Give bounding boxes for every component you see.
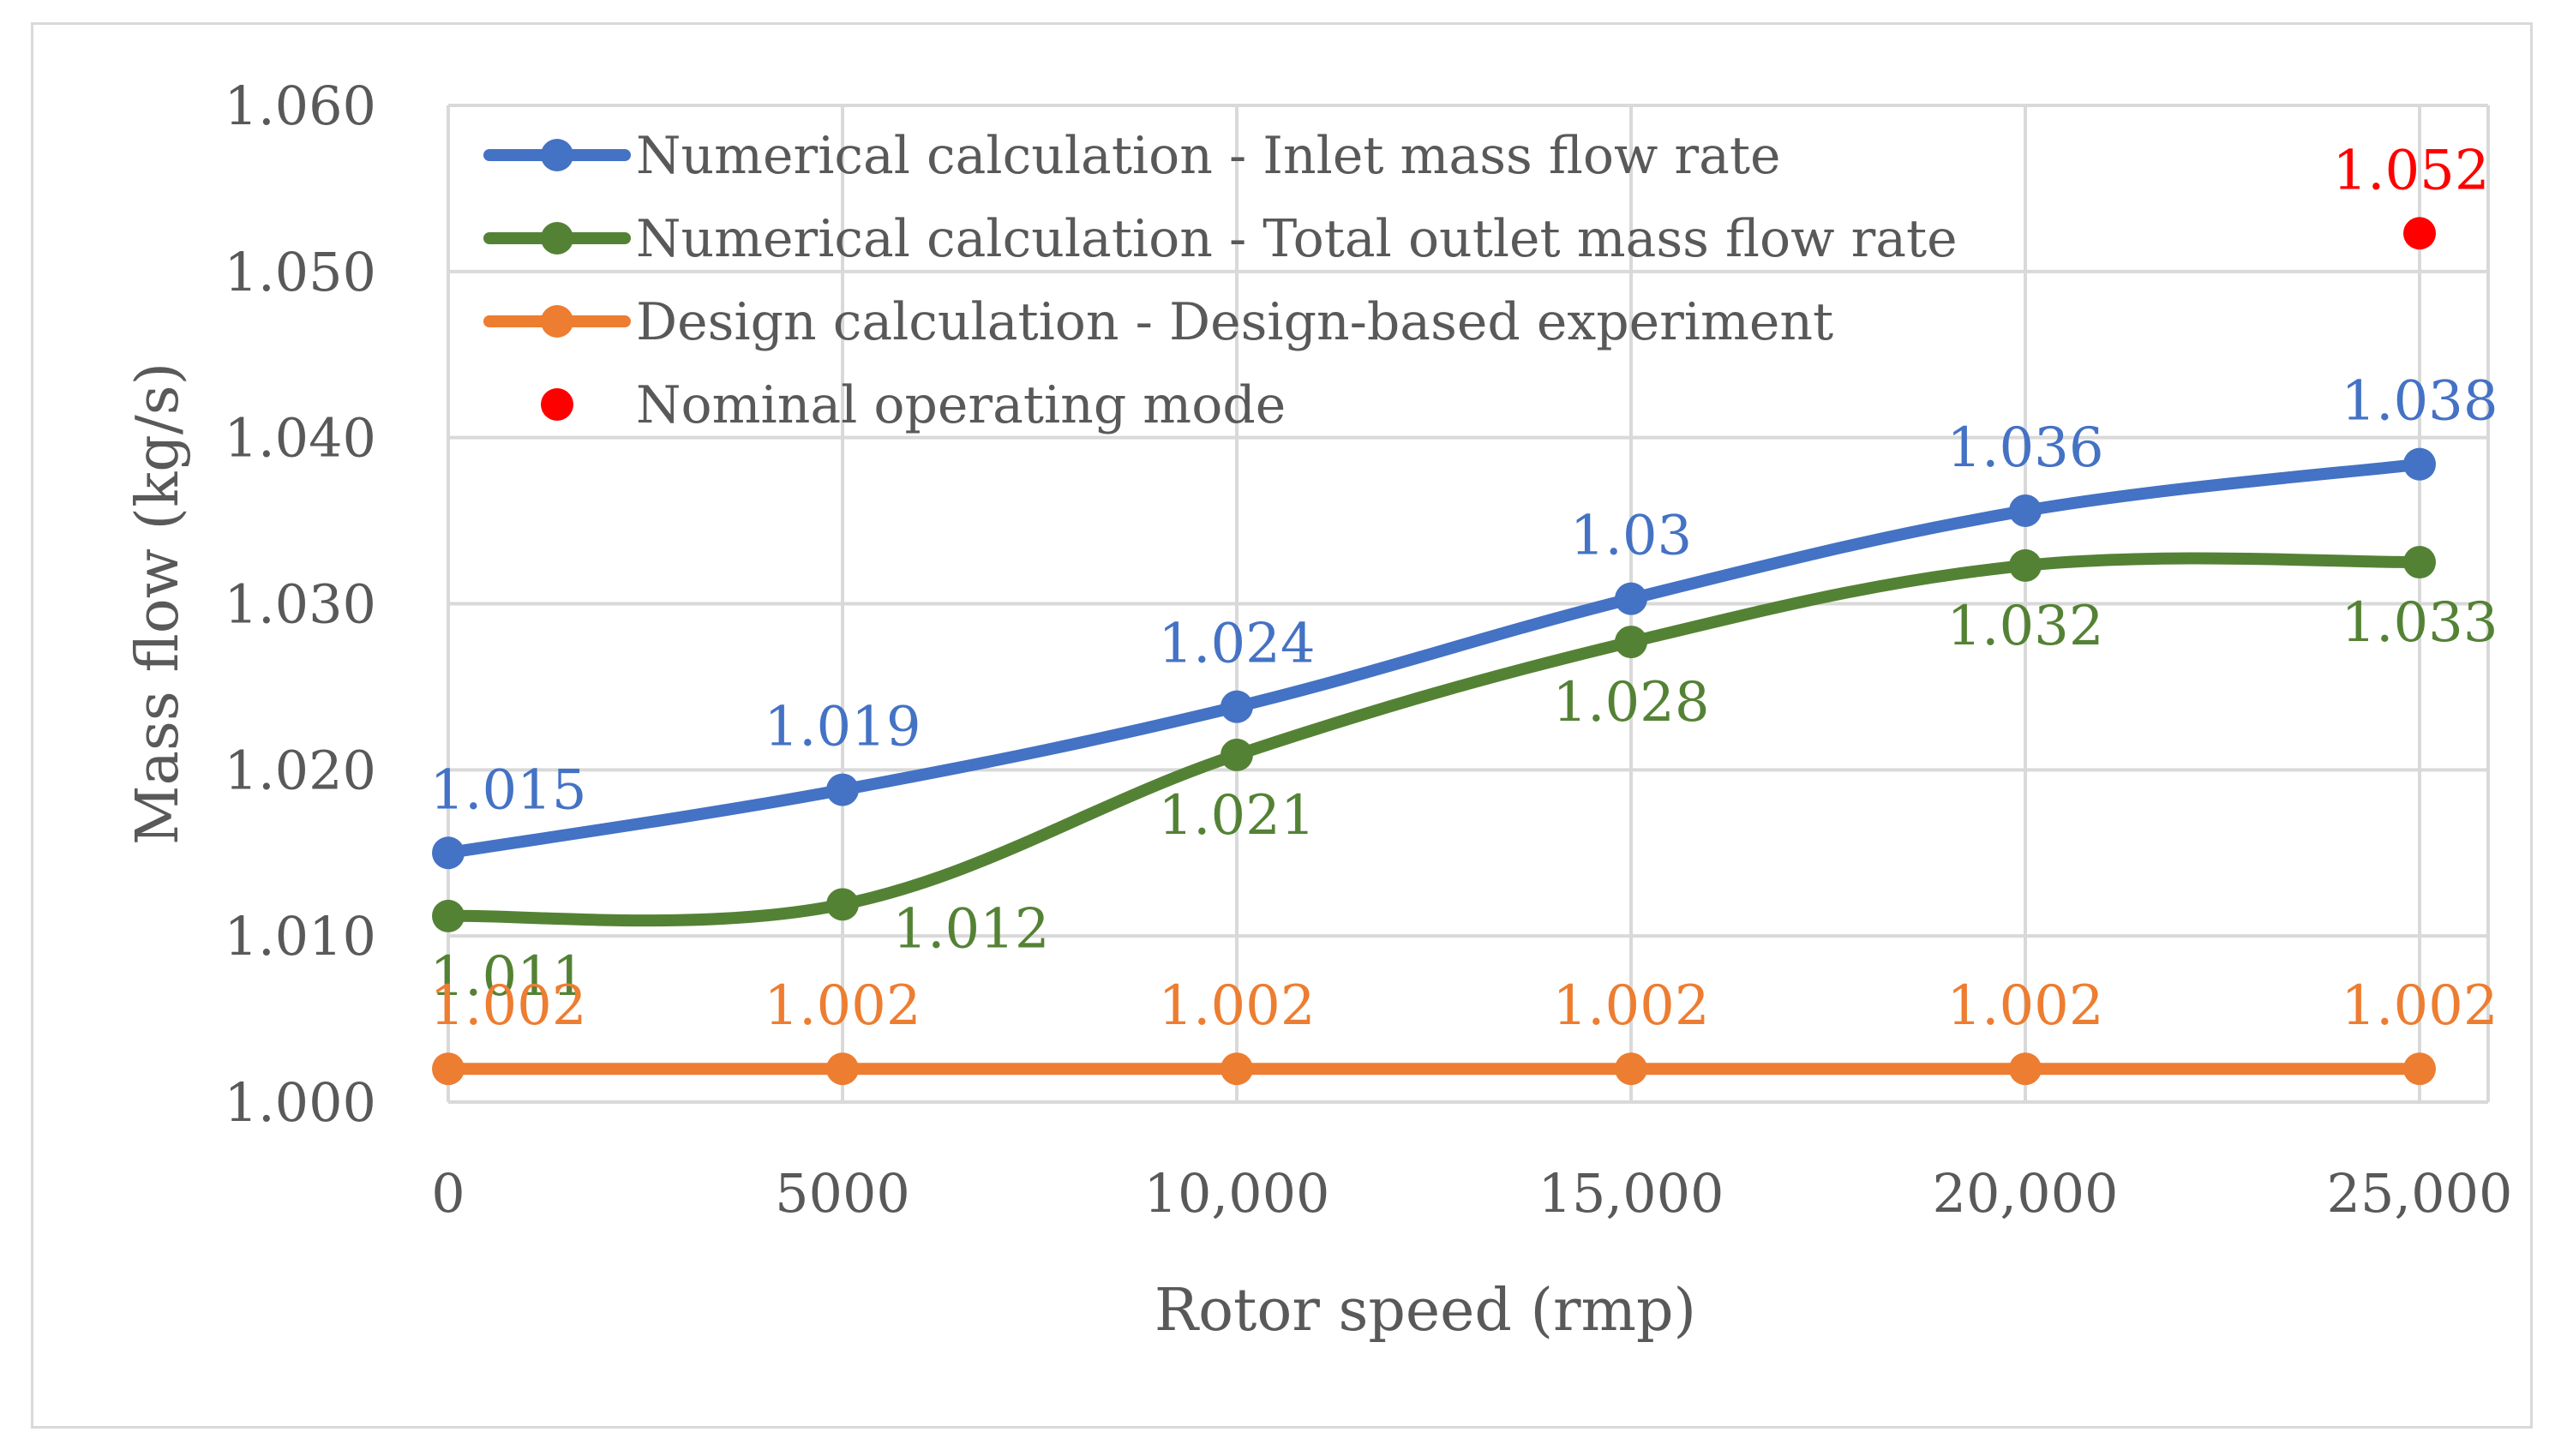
series-1-marker bbox=[2403, 546, 2436, 579]
series-2-marker bbox=[1615, 1052, 1647, 1086]
series-0-data-label: 1.024 bbox=[1158, 613, 1315, 676]
series-line-1 bbox=[442, 552, 2426, 927]
line-chart: 1.0151.0191.0241.031.0361.0381.0111.0121… bbox=[124, 75, 2512, 1345]
x-tick-label: 0 bbox=[431, 1162, 465, 1225]
x-tick-label: 10,000 bbox=[1144, 1162, 1330, 1225]
series-1-data-label: 1.012 bbox=[892, 897, 1049, 961]
series-1-data-label: 1.011 bbox=[429, 945, 586, 1009]
y-tick-label: 1.010 bbox=[225, 905, 377, 968]
series-2-marker bbox=[432, 1052, 465, 1086]
y-axis-title: Mass flow (kg/s) bbox=[124, 363, 192, 845]
series-2-marker bbox=[2403, 1052, 2436, 1086]
series-2-data-label: 1.002 bbox=[1158, 974, 1315, 1038]
y-tick-label: 1.030 bbox=[225, 573, 377, 636]
series-0-marker bbox=[2403, 447, 2436, 481]
x-tick-label: 15,000 bbox=[1538, 1162, 1724, 1225]
series-1-data-label: 1.032 bbox=[1946, 595, 2103, 658]
series-0-data-label: 1.019 bbox=[764, 696, 921, 759]
series-2-data-label: 1.002 bbox=[2341, 974, 2498, 1038]
y-tick-label: 1.000 bbox=[225, 1071, 377, 1134]
series-1-data-label: 1.021 bbox=[1158, 784, 1315, 848]
series-0-marker bbox=[432, 836, 465, 870]
series-1-marker bbox=[1615, 626, 1647, 659]
legend-label: Design calculation - Design-based experi… bbox=[636, 292, 1833, 352]
series-1-marker bbox=[2009, 548, 2042, 582]
series-markers bbox=[432, 217, 2436, 1086]
series-0-marker bbox=[826, 773, 859, 806]
y-tick-label: 1.040 bbox=[225, 407, 377, 470]
y-tick-label: 1.020 bbox=[225, 739, 377, 801]
series-1-marker bbox=[432, 899, 465, 932]
series-0-marker bbox=[1221, 690, 1253, 723]
x-tick-label: 25,000 bbox=[2327, 1162, 2513, 1225]
series-line-0 bbox=[442, 458, 2426, 860]
chart-frame: 1.015 1.019 1.024 1.03 1.036 1.038 1.011 1.012 1… bbox=[31, 22, 2533, 1429]
x-tick-label: 20,000 bbox=[1933, 1162, 2119, 1225]
y-tick-label: 1.050 bbox=[225, 241, 377, 303]
legend-swatch-marker bbox=[541, 222, 573, 255]
series-2-data-label: 1.002 bbox=[764, 974, 921, 1038]
x-tick-label: 5000 bbox=[775, 1162, 910, 1225]
legend-swatch-marker bbox=[541, 139, 573, 171]
grid bbox=[447, 104, 2490, 1104]
y-tick-label: 1.060 bbox=[225, 75, 377, 137]
legend-label: Nominal operating mode bbox=[636, 375, 1286, 435]
series-1-marker bbox=[1221, 738, 1253, 771]
series-1-data-label: 1.033 bbox=[2341, 591, 2498, 655]
series-1-marker bbox=[826, 888, 859, 921]
series-lines bbox=[442, 458, 2426, 1076]
axes: 1.000 1.010 1.020 1.030 1.040 1.050 1.060 0 5000… bbox=[124, 75, 2512, 1345]
legend-swatch-marker bbox=[541, 388, 573, 421]
legend-label: Numerical calculation - Inlet mass flow … bbox=[636, 126, 1781, 186]
series-2-marker bbox=[2009, 1052, 2042, 1086]
series-0-data-label: 1.03 bbox=[1570, 505, 1693, 568]
legend-label: Numerical calculation - Total outlet mas… bbox=[636, 209, 1958, 269]
series-2-marker bbox=[826, 1052, 859, 1086]
series-0-data-label: 1.038 bbox=[2341, 370, 2498, 434]
series-2-data-label: 1.002 bbox=[429, 974, 586, 1038]
legend-swatch-marker bbox=[541, 305, 573, 338]
nominal-point-marker bbox=[2403, 217, 2436, 250]
series-0-marker bbox=[1615, 582, 1647, 615]
series-0-data-label: 1.015 bbox=[429, 758, 586, 822]
series-0-marker bbox=[2009, 494, 2042, 527]
x-axis-title: Rotor speed (rmp) bbox=[1155, 1277, 1696, 1345]
series-2-data-label: 1.002 bbox=[1552, 974, 1709, 1038]
data-labels: 1.015 1.019 1.024 1.03 1.036 1.038 1.011 1.012 1… bbox=[429, 139, 2498, 1038]
series-0-data-label: 1.036 bbox=[1946, 416, 2103, 480]
series-2-marker bbox=[1221, 1052, 1253, 1086]
series-1-data-label: 1.028 bbox=[1552, 671, 1709, 734]
series-2-data-label: 1.002 bbox=[1946, 974, 2103, 1038]
nominal-point-label: 1.052 bbox=[2332, 139, 2489, 202]
legend: Numerical calculation - Inlet mass flow … bbox=[483, 126, 1958, 435]
